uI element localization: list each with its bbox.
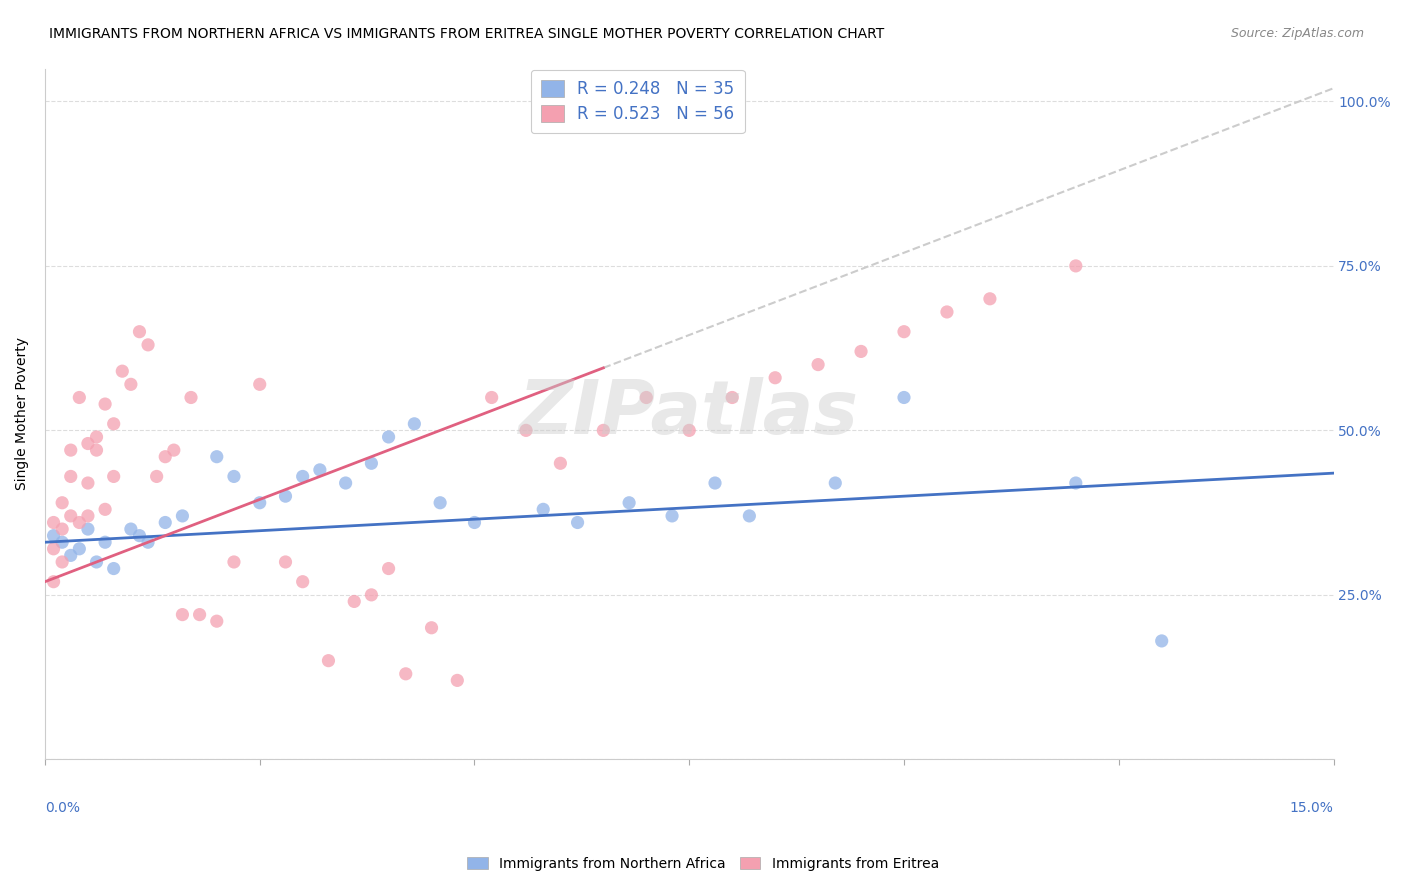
Point [704, 475, 727, 490]
Text: IMMIGRANTS FROM NORTHERN AFRICA VS IMMIGRANTS FROM ERITREA SINGLE MOTHER POVERTY: IMMIGRANTS FROM NORTHERN AFRICA VS IMMIG… [49, 27, 884, 41]
Point [103, 469, 125, 483]
Point [51, 496, 73, 510]
Point [377, 430, 399, 444]
Point [51, 535, 73, 549]
Point [205, 614, 228, 628]
Point [738, 508, 761, 523]
Point [163, 443, 186, 458]
Text: Source: ZipAtlas.com: Source: ZipAtlas.com [1230, 27, 1364, 40]
Point [205, 450, 228, 464]
Point [222, 555, 245, 569]
Point [377, 561, 399, 575]
Point [1064, 475, 1087, 490]
Legend: Immigrants from Northern Africa, Immigrants from Eritrea: Immigrants from Northern Africa, Immigra… [461, 851, 945, 876]
Point [274, 555, 297, 569]
Text: 0.0%: 0.0% [45, 801, 80, 814]
Point [128, 529, 150, 543]
Point [77, 522, 100, 536]
Point [567, 516, 589, 530]
Point [51, 522, 73, 536]
Point [936, 305, 959, 319]
Point [111, 364, 134, 378]
Point [429, 496, 451, 510]
Point [59, 508, 82, 523]
Point [94, 535, 117, 549]
Point [77, 436, 100, 450]
Point [103, 417, 125, 431]
Point [678, 423, 700, 437]
Point [550, 456, 572, 470]
Point [291, 574, 314, 589]
Point [51, 555, 73, 569]
Point [120, 377, 142, 392]
Point [145, 469, 167, 483]
Point [136, 535, 159, 549]
Point [291, 469, 314, 483]
Point [360, 456, 382, 470]
Point [94, 502, 117, 516]
Point [318, 654, 340, 668]
Point [308, 463, 330, 477]
Point [120, 522, 142, 536]
Point [86, 555, 108, 569]
Point [188, 607, 211, 622]
Point [172, 607, 194, 622]
Point [222, 469, 245, 483]
Point [136, 338, 159, 352]
Text: 15.0%: 15.0% [1289, 801, 1333, 814]
Point [446, 673, 468, 688]
Point [661, 508, 683, 523]
Point [67, 391, 90, 405]
Point [249, 377, 271, 392]
Point [42, 516, 65, 530]
Point [42, 541, 65, 556]
Point [67, 541, 90, 556]
Y-axis label: Single Mother Poverty: Single Mother Poverty [15, 337, 30, 491]
Point [849, 344, 872, 359]
Point [979, 292, 1001, 306]
Point [42, 574, 65, 589]
Legend: R = 0.248   N = 35, R = 0.523   N = 56: R = 0.248 N = 35, R = 0.523 N = 56 [531, 70, 745, 133]
Point [592, 423, 614, 437]
Point [59, 469, 82, 483]
Point [172, 508, 194, 523]
Point [77, 475, 100, 490]
Point [155, 516, 177, 530]
Point [155, 450, 177, 464]
Point [59, 549, 82, 563]
Point [128, 325, 150, 339]
Point [77, 508, 100, 523]
Point [395, 666, 418, 681]
Point [42, 529, 65, 543]
Point [763, 370, 786, 384]
Point [180, 391, 202, 405]
Point [335, 475, 357, 490]
Point [420, 621, 443, 635]
Point [103, 561, 125, 575]
Point [463, 516, 485, 530]
Point [721, 391, 744, 405]
Point [636, 391, 658, 405]
Point [404, 417, 426, 431]
Point [274, 489, 297, 503]
Point [86, 430, 108, 444]
Point [893, 391, 915, 405]
Point [531, 502, 554, 516]
Point [249, 496, 271, 510]
Point [343, 594, 366, 608]
Point [807, 358, 830, 372]
Point [824, 475, 846, 490]
Point [67, 516, 90, 530]
Point [893, 325, 915, 339]
Point [94, 397, 117, 411]
Point [360, 588, 382, 602]
Point [617, 496, 640, 510]
Point [481, 391, 503, 405]
Point [515, 423, 537, 437]
Point [1064, 259, 1087, 273]
Point [59, 443, 82, 458]
Text: ZIPatlas: ZIPatlas [519, 377, 859, 450]
Point [86, 443, 108, 458]
Point [1150, 634, 1173, 648]
